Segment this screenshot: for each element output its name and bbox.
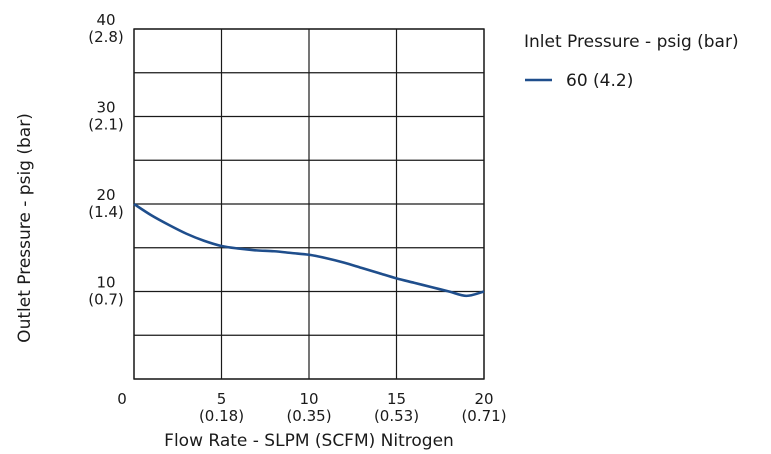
- x-axis-title: Flow Rate - SLPM (SCFM) Nitrogen: [164, 431, 454, 451]
- grid: [133, 28, 485, 380]
- series-line: [133, 202, 485, 298]
- y-tick-label: 40: [96, 11, 115, 29]
- x-tick-sublabel: (0.35): [286, 407, 331, 425]
- x-tick-label: 15: [387, 390, 406, 408]
- y-axis-ticks: 10(0.7) 20(1.4) 30(2.1) 40(2.8): [88, 11, 124, 309]
- y-tick-label: 30: [96, 99, 115, 117]
- x-tick-sublabel: (0.18): [199, 407, 244, 425]
- x-tick-label: 20: [474, 390, 493, 408]
- legend-title: Inlet Pressure - psig (bar): [524, 32, 739, 52]
- x-tick-label: 10: [299, 390, 318, 408]
- x-tick-label: 5: [217, 390, 227, 408]
- y-axis-title: Outlet Pressure - psig (bar): [15, 113, 35, 343]
- legend-label: 60 (4.2): [566, 71, 633, 91]
- x-tick-label: 0: [117, 390, 127, 408]
- y-tick-sublabel: (1.4): [88, 203, 124, 221]
- x-tick-sublabel: (0.53): [374, 407, 419, 425]
- legend: Inlet Pressure - psig (bar) 60 (4.2): [524, 32, 739, 91]
- x-tick-sublabel: (0.71): [461, 407, 506, 425]
- y-tick-label: 20: [96, 186, 115, 204]
- y-tick-sublabel: (2.8): [88, 28, 124, 46]
- y-tick-sublabel: (2.1): [88, 116, 124, 134]
- series-layer: [133, 202, 485, 298]
- legend-items: 60 (4.2): [525, 71, 633, 91]
- y-tick-label: 10: [96, 274, 115, 292]
- y-tick-sublabel: (0.7): [88, 291, 124, 309]
- x-axis-ticks: 0 5(0.18) 10(0.35) 15(0.53) 20(0.71): [117, 390, 506, 425]
